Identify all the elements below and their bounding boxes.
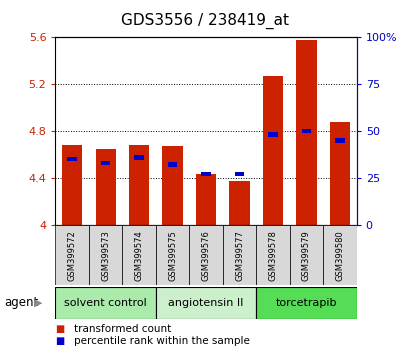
Text: GSM399576: GSM399576 [201,230,210,281]
Text: angiotensin II: angiotensin II [168,298,243,308]
Bar [122,225,155,285]
Text: ■: ■ [55,336,65,346]
Text: GSM399573: GSM399573 [101,230,110,281]
Bar [95,149,115,225]
Text: percentile rank within the sample: percentile rank within the sample [74,336,249,346]
Bar [201,172,210,177]
Bar [101,160,110,165]
Text: ■: ■ [55,324,65,334]
Bar [335,138,344,143]
Bar [222,225,256,285]
Bar [289,225,322,285]
Bar [155,225,189,285]
Text: GSM399572: GSM399572 [67,230,76,281]
Text: transformed count: transformed count [74,324,171,334]
Bar [162,146,182,225]
Bar [256,287,356,319]
Bar [301,129,310,133]
Text: GDS3556 / 238419_at: GDS3556 / 238419_at [121,12,288,29]
Text: GSM399578: GSM399578 [268,230,277,281]
Bar [134,155,144,160]
Bar [129,145,149,225]
Bar [196,175,216,225]
Bar [329,122,349,225]
Bar [229,181,249,225]
Text: ▶: ▶ [34,298,42,308]
Bar [62,145,82,225]
Bar [155,287,256,319]
Bar [89,225,122,285]
Bar [189,225,222,285]
Bar [55,225,89,285]
Text: GSM399580: GSM399580 [335,230,344,281]
Bar [256,225,289,285]
Bar [296,40,316,225]
Text: GSM399575: GSM399575 [168,230,177,281]
Text: solvent control: solvent control [64,298,146,308]
Text: GSM399579: GSM399579 [301,230,310,281]
Text: torcetrapib: torcetrapib [275,298,336,308]
Bar [55,287,155,319]
Text: GSM399577: GSM399577 [234,230,243,281]
Text: GSM399574: GSM399574 [134,230,143,281]
Bar [262,76,282,225]
Bar [234,172,244,177]
Bar [67,157,76,161]
Bar [322,225,356,285]
Text: agent: agent [4,296,38,309]
Bar [267,132,277,137]
Bar [167,162,177,167]
